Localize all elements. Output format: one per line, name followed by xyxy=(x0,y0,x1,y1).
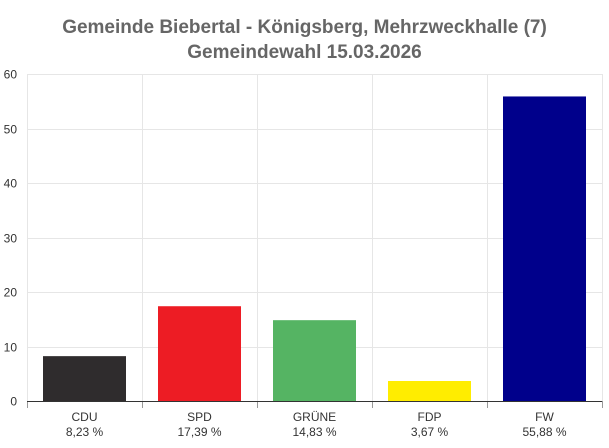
value-label: 55,88 % xyxy=(522,425,566,439)
bar-grüne xyxy=(273,320,356,401)
y-tick-label: 20 xyxy=(4,286,18,300)
value-label: 14,83 % xyxy=(292,425,336,439)
bar-fdp xyxy=(388,380,471,401)
y-tick-label: 10 xyxy=(4,341,18,355)
value-label: 8,23 % xyxy=(66,425,104,439)
category-label: CDU xyxy=(72,410,98,424)
category-label: GRÜNE xyxy=(293,410,336,424)
y-tick-label: 40 xyxy=(4,177,18,191)
category-label: FDP xyxy=(418,410,442,424)
category-label: FW xyxy=(535,410,554,424)
bar-cdu xyxy=(43,356,126,401)
grid xyxy=(27,74,603,402)
bar-fw xyxy=(503,96,586,401)
bar-spd xyxy=(158,306,241,401)
value-label: 17,39 % xyxy=(177,425,221,439)
category-label: SPD xyxy=(187,410,212,424)
chart-title: Gemeinde Biebertal - Königsberg, Mehrzwe… xyxy=(62,17,547,38)
y-tick-label: 0 xyxy=(10,395,17,409)
bars xyxy=(43,96,586,401)
y-tick-label: 60 xyxy=(4,68,18,82)
chart-subtitle: Gemeindewahl 15.03.2026 xyxy=(187,42,421,63)
y-axis: 0 10 20 30 40 50 60 xyxy=(4,68,603,409)
y-tick-label: 30 xyxy=(4,232,18,246)
value-label: 3,67 % xyxy=(411,425,449,439)
y-tick-label: 50 xyxy=(4,123,18,137)
